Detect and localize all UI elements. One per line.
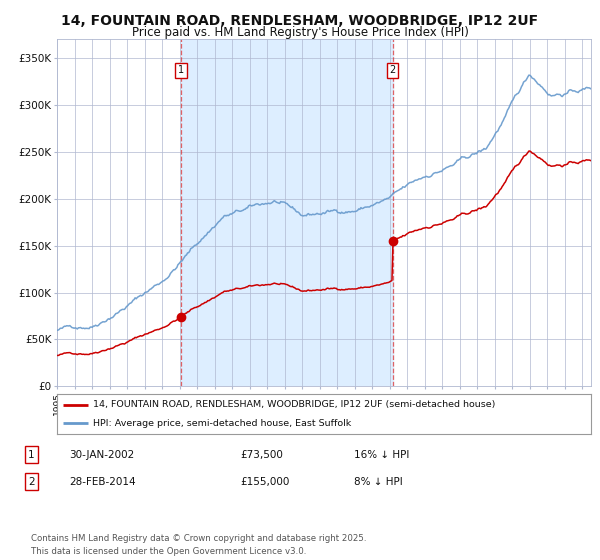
Text: £155,000: £155,000	[240, 477, 289, 487]
Text: Contains HM Land Registry data © Crown copyright and database right 2025.
This d: Contains HM Land Registry data © Crown c…	[31, 534, 367, 556]
Text: 14, FOUNTAIN ROAD, RENDLESHAM, WOODBRIDGE, IP12 2UF: 14, FOUNTAIN ROAD, RENDLESHAM, WOODBRIDG…	[61, 14, 539, 28]
Text: 2: 2	[389, 66, 396, 76]
Bar	[181, 39, 392, 386]
Text: 1: 1	[178, 66, 184, 76]
Text: £73,500: £73,500	[240, 450, 283, 460]
Text: 30-JAN-2002: 30-JAN-2002	[69, 450, 134, 460]
Text: 2: 2	[28, 477, 35, 487]
Text: HPI: Average price, semi-detached house, East Suffolk: HPI: Average price, semi-detached house,…	[94, 419, 352, 428]
Text: 8% ↓ HPI: 8% ↓ HPI	[354, 477, 403, 487]
Text: Price paid vs. HM Land Registry's House Price Index (HPI): Price paid vs. HM Land Registry's House …	[131, 26, 469, 39]
Text: 28-FEB-2014: 28-FEB-2014	[69, 477, 136, 487]
Text: 14, FOUNTAIN ROAD, RENDLESHAM, WOODBRIDGE, IP12 2UF (semi-detached house): 14, FOUNTAIN ROAD, RENDLESHAM, WOODBRIDG…	[94, 400, 496, 409]
Text: 16% ↓ HPI: 16% ↓ HPI	[354, 450, 409, 460]
Text: 1: 1	[28, 450, 35, 460]
